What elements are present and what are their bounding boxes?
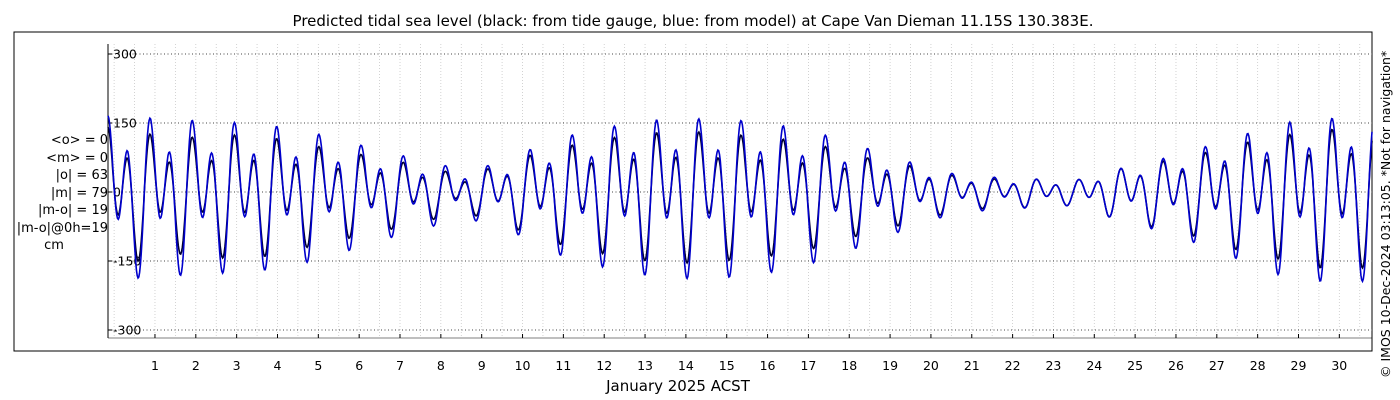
x-tick-label: 17	[800, 358, 816, 373]
x-tick-label: 1	[151, 358, 159, 373]
x-tick-label: 12	[596, 358, 612, 373]
x-tick-label: 9	[478, 358, 486, 373]
x-tick-label: 14	[678, 358, 694, 373]
stat-abs-observed: |o| = 63	[55, 168, 108, 183]
x-tick-label: 2	[192, 358, 200, 373]
series-layer	[107, 115, 1373, 284]
x-tick-label: 4	[274, 358, 282, 373]
chart-title: Predicted tidal sea level (black: from t…	[293, 12, 1094, 30]
x-tick-label: 6	[355, 358, 363, 373]
stat-abs-diff: |m-o| = 19	[37, 203, 108, 218]
stat-abs-diff-0h: |m-o|@0h=19	[16, 220, 108, 236]
series-line-model	[107, 115, 1373, 284]
x-tick-label: 10	[515, 358, 531, 373]
x-tick-label: 21	[964, 358, 980, 373]
statistics-panel: <o> = 0 <m> = 0 |o| = 63 |m| = 79 |m-o| …	[0, 132, 108, 255]
x-tick-label: 5	[314, 358, 322, 373]
y-tick-label: -300	[113, 323, 141, 338]
x-tick-label: 15	[719, 358, 735, 373]
x-tick-label: 26	[1168, 358, 1184, 373]
x-tick-label: 13	[637, 358, 653, 373]
y-tick-label: 150	[113, 116, 137, 131]
x-tick-label: 8	[437, 358, 445, 373]
x-tick-label: 3	[233, 358, 241, 373]
x-tick-label: 25	[1127, 358, 1143, 373]
stat-abs-model: |m| = 79	[50, 185, 108, 201]
x-tick-label: 29	[1291, 358, 1307, 373]
copyright-credit: © IMOS 10-Dec-2024 03:13:05. *Not for na…	[1378, 50, 1393, 378]
stat-mean-observed: <o> = 0	[50, 133, 108, 148]
x-tick-label: 11	[555, 358, 571, 373]
x-tick-label: 18	[841, 358, 857, 373]
x-tick-label: 16	[760, 358, 776, 373]
y-tick-label: 0	[113, 185, 121, 200]
x-tick-label: 19	[882, 358, 898, 373]
y-tick-label: -150	[113, 254, 141, 269]
x-tick-label: 28	[1250, 358, 1266, 373]
outer-frame	[13, 31, 1373, 352]
x-tick-label: 7	[396, 358, 404, 373]
x-tick-label: 27	[1209, 358, 1225, 373]
stat-unit: cm	[44, 238, 64, 253]
x-tick-label: 20	[923, 358, 939, 373]
y-tick-label: 300	[113, 47, 137, 62]
x-tick-label: 22	[1005, 358, 1021, 373]
x-tick-label: 24	[1086, 358, 1102, 373]
stat-mean-model: <m> = 0	[46, 150, 108, 166]
x-tick-label: 23	[1045, 358, 1061, 373]
x-axis-label: January 2025 ACST	[605, 377, 751, 395]
grid-layer	[108, 44, 1372, 338]
x-tick-label: 30	[1331, 358, 1347, 373]
